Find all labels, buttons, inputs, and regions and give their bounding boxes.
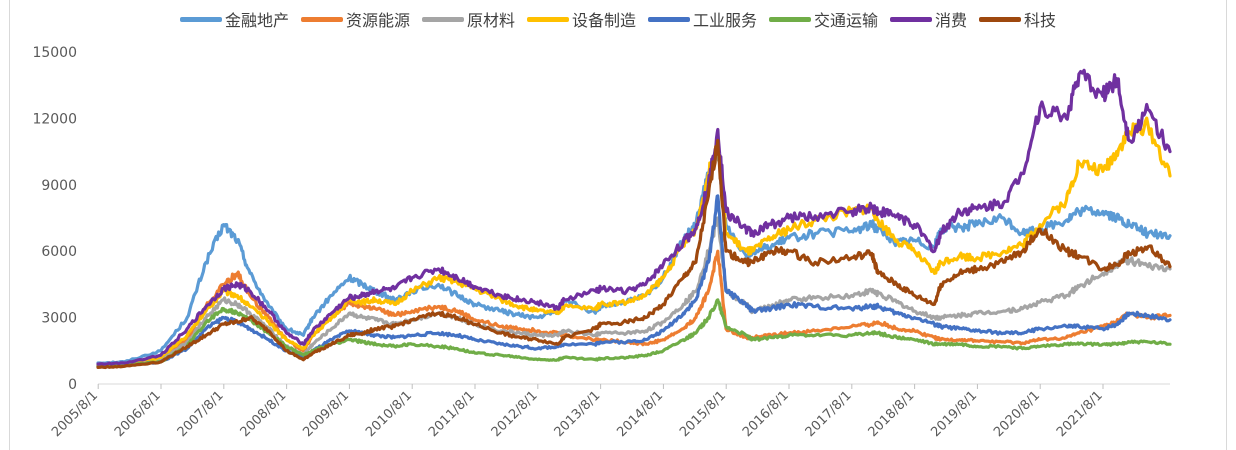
- legend-swatch: [979, 16, 1022, 22]
- x-tick-label: 2014/8/1: [614, 388, 666, 440]
- x-tick-label: 2020/8/1: [991, 388, 1043, 440]
- legend-label: 工业服务: [693, 11, 758, 30]
- legend-label: 科技: [1024, 11, 1057, 30]
- frame-right-border: [1226, 0, 1227, 450]
- series-line: [96, 298, 1172, 369]
- y-tick-label: 6000: [41, 244, 77, 260]
- x-tick-label: 2019/8/1: [928, 388, 980, 440]
- y-tick-label: 15000: [32, 45, 77, 61]
- y-tick-label: 0: [68, 377, 77, 393]
- x-tick-label: 2006/8/1: [112, 388, 164, 440]
- legend-item: 金融地产: [179, 7, 289, 31]
- chart-legend: 金融地产 资源能源 原材料 设备制造 工业服务 交通运输 消费 科技: [0, 6, 1236, 32]
- legend-item: 原材料: [421, 7, 515, 31]
- legend-item: 资源能源: [300, 7, 410, 31]
- x-tick-label: 2016/8/1: [740, 388, 792, 440]
- x-tick-label: 2012/8/1: [489, 388, 541, 440]
- legend-swatch: [300, 16, 343, 22]
- legend-item: 交通运输: [769, 7, 878, 31]
- legend-label: 设备制造: [571, 11, 636, 30]
- legend-label: 交通运输: [814, 11, 879, 30]
- x-tick-label: 2005/8/1: [49, 388, 101, 440]
- legend-swatch: [179, 16, 222, 22]
- legend-label: 原材料: [466, 11, 515, 30]
- y-tick-label: 3000: [41, 311, 77, 327]
- x-tick-label: 2013/8/1: [552, 388, 604, 440]
- x-tick-label: 2008/8/1: [238, 388, 290, 440]
- legend-label: 资源能源: [345, 11, 410, 30]
- x-tick-label: 2017/8/1: [803, 388, 855, 440]
- legend-item: 工业服务: [648, 7, 757, 31]
- legend-label: 消费: [935, 11, 968, 30]
- x-tick-label: 2015/8/1: [677, 388, 729, 440]
- legend-item: 科技: [979, 7, 1056, 31]
- series-line: [96, 68, 1172, 366]
- series-line: [96, 249, 1172, 367]
- legend-label: 金融地产: [224, 11, 289, 30]
- x-tick-label: 2009/8/1: [300, 388, 352, 440]
- legend-swatch: [421, 16, 464, 22]
- legend-swatch: [890, 16, 933, 22]
- x-tick-label: 2021/8/1: [1054, 388, 1106, 440]
- series-line: [96, 116, 1172, 368]
- y-tick-label: 9000: [41, 178, 77, 194]
- legend-item: 设备制造: [526, 7, 636, 31]
- legend-swatch: [648, 16, 690, 22]
- series-line: [96, 138, 1172, 370]
- x-tick-label: 2007/8/1: [175, 388, 227, 440]
- legend-item: 消费: [890, 7, 967, 31]
- x-tick-label: 2018/8/1: [866, 388, 918, 440]
- y-tick-label: 12000: [32, 111, 77, 127]
- frame-left-border: [9, 0, 10, 450]
- legend-swatch: [526, 16, 569, 22]
- series-line: [96, 194, 1172, 368]
- x-tick-label: 2010/8/1: [363, 388, 415, 440]
- x-tick-label: 2011/8/1: [426, 388, 478, 440]
- legend-swatch: [769, 16, 812, 22]
